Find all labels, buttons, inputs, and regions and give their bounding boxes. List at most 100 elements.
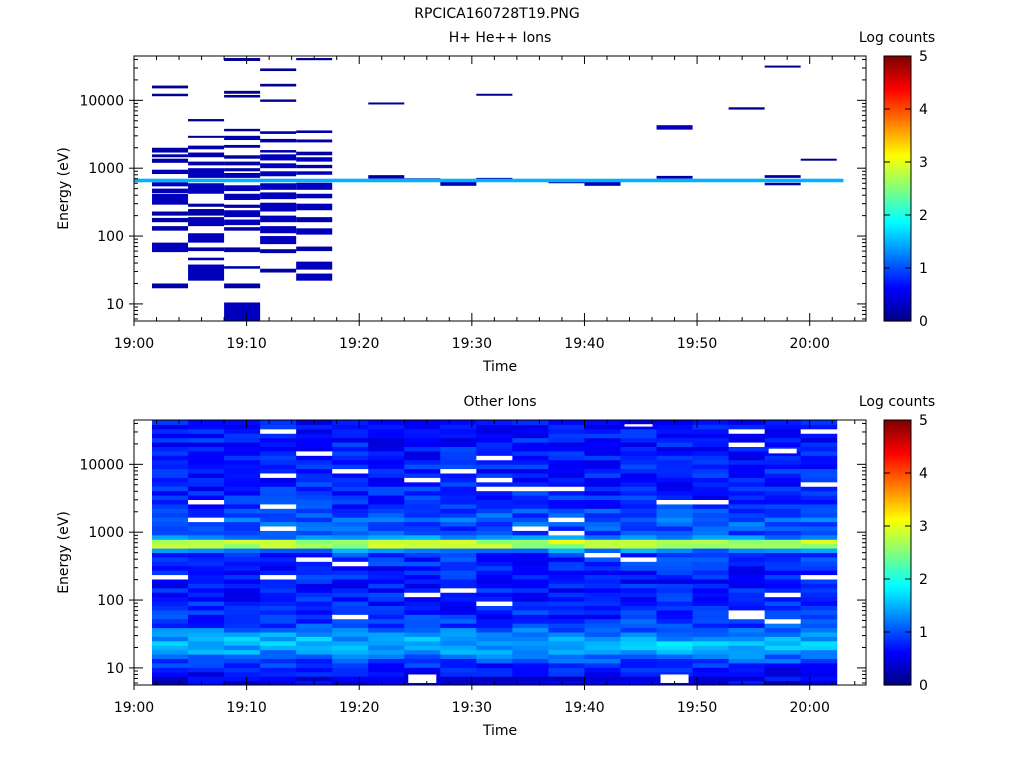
spectrogram-cell bbox=[620, 667, 658, 673]
spectrogram-cell bbox=[476, 499, 513, 505]
spectrogram-cell bbox=[440, 658, 477, 664]
spectrogram-cell bbox=[728, 662, 766, 668]
spectrogram-cell bbox=[260, 226, 297, 234]
colorbar-segment bbox=[884, 455, 911, 458]
spectrogram-cell bbox=[476, 574, 513, 580]
spectrogram-cell bbox=[260, 601, 297, 606]
spectrogram-cell bbox=[152, 601, 189, 606]
spectrogram-cell bbox=[224, 649, 261, 655]
spectrogram-cell bbox=[224, 227, 261, 231]
spectrogram-cell bbox=[152, 477, 189, 483]
colorbar-segment bbox=[884, 484, 911, 487]
colorbar-segment bbox=[884, 124, 911, 127]
spectrogram-cell bbox=[440, 468, 477, 474]
spectrogram-cell bbox=[440, 556, 477, 562]
spectrogram-cell bbox=[728, 680, 766, 685]
spectrogram-cell bbox=[440, 552, 477, 558]
colorbar-segment bbox=[884, 432, 911, 436]
y-tick-label: 10000 bbox=[79, 457, 124, 473]
spectrogram-cell bbox=[260, 570, 297, 576]
spectrogram-cell bbox=[620, 539, 658, 545]
spectrogram-cell bbox=[548, 632, 585, 637]
spectrogram-cell bbox=[404, 468, 441, 474]
spectrogram-cell bbox=[800, 526, 838, 531]
spectrogram-cell bbox=[368, 561, 405, 567]
spectrogram-cell bbox=[296, 534, 333, 540]
colorbar-segment bbox=[884, 89, 911, 92]
colorbar-segment bbox=[884, 631, 911, 634]
spectrogram-cell bbox=[440, 521, 477, 527]
colorbar-segment bbox=[884, 184, 911, 188]
colorbar-segment bbox=[884, 147, 911, 150]
spectrogram-cell bbox=[152, 242, 189, 253]
spectrogram-cell bbox=[548, 676, 585, 682]
spectrogram-cell bbox=[476, 521, 513, 527]
spectrogram-cell bbox=[440, 627, 477, 633]
spectrogram-cell bbox=[368, 614, 405, 620]
spectrogram-cell bbox=[440, 609, 477, 615]
colorbar-segment bbox=[884, 258, 911, 262]
spectrogram-cell bbox=[404, 437, 441, 443]
spectrogram-cell bbox=[800, 592, 838, 598]
spectrogram-cell bbox=[404, 636, 441, 642]
spectrogram-cell bbox=[224, 428, 261, 434]
spectrogram-cell bbox=[476, 579, 513, 584]
spectrogram-cell bbox=[656, 618, 694, 624]
spectrogram-cell bbox=[404, 561, 441, 567]
spectrogram-cell bbox=[260, 428, 297, 434]
spectrogram-cell bbox=[476, 468, 513, 474]
colorbar-segment bbox=[884, 651, 911, 655]
spectrogram-cell bbox=[404, 662, 441, 668]
spectrogram-cell bbox=[440, 654, 477, 659]
spectrogram-cell bbox=[260, 468, 297, 474]
spectrogram-cell bbox=[332, 490, 369, 496]
colorbar-segment bbox=[884, 207, 911, 210]
spectrogram-cell bbox=[476, 530, 513, 536]
colorbar-segment bbox=[884, 80, 911, 84]
spectrogram-cell bbox=[548, 437, 585, 443]
spectrogram-cell bbox=[512, 654, 549, 659]
spectrogram-cell bbox=[584, 640, 621, 646]
spectrogram-cell bbox=[404, 618, 441, 624]
spectrogram-cell bbox=[728, 623, 766, 629]
spectrogram-cell bbox=[656, 486, 694, 492]
spectrogram-cell bbox=[224, 94, 261, 98]
spectrogram-cell bbox=[476, 632, 513, 637]
spectrogram-cell bbox=[260, 565, 297, 571]
spectrogram-cell bbox=[548, 658, 585, 664]
spectrogram-cell bbox=[368, 667, 405, 673]
spectrogram-cell bbox=[620, 587, 658, 593]
spectrogram-cell bbox=[764, 654, 802, 659]
spectrogram-cell bbox=[404, 623, 441, 629]
spectrogram-cell bbox=[548, 592, 585, 598]
spectrogram-cell bbox=[188, 217, 225, 227]
colorbar-segment bbox=[884, 670, 911, 674]
spectrogram-cell bbox=[620, 552, 658, 558]
spectrogram-cell bbox=[368, 490, 405, 496]
spectrogram-cell bbox=[512, 662, 549, 668]
spectrogram-cell bbox=[620, 570, 658, 576]
colorbar-segment bbox=[884, 513, 911, 516]
spectrogram-cell bbox=[800, 158, 837, 161]
colorbar-segment bbox=[884, 111, 911, 115]
spectrogram-cell bbox=[368, 605, 405, 611]
x-tick-label: 20:00 bbox=[790, 700, 830, 716]
spectrogram-cell bbox=[332, 526, 369, 531]
spectrogram-cell bbox=[188, 119, 225, 122]
spectrogram-cell bbox=[368, 433, 405, 439]
spectrogram-cell bbox=[260, 68, 297, 72]
x-tick-label: 19:30 bbox=[452, 700, 492, 716]
spectrogram-cell bbox=[728, 632, 766, 637]
colorbar-segment bbox=[884, 569, 911, 572]
spectrogram-cell bbox=[800, 464, 838, 470]
spectrogram-cell bbox=[656, 658, 694, 664]
spectrogram-cell bbox=[188, 561, 225, 567]
colorbar-segment bbox=[884, 56, 911, 59]
spectrogram-cell bbox=[188, 420, 225, 425]
spectrogram-cell bbox=[188, 499, 225, 505]
spectrogram-cell bbox=[224, 658, 261, 664]
colorbar-segment bbox=[884, 475, 911, 479]
spectrogram-cell bbox=[584, 623, 621, 629]
colorbar-segment bbox=[884, 680, 911, 684]
spectrogram-cell bbox=[296, 428, 333, 434]
